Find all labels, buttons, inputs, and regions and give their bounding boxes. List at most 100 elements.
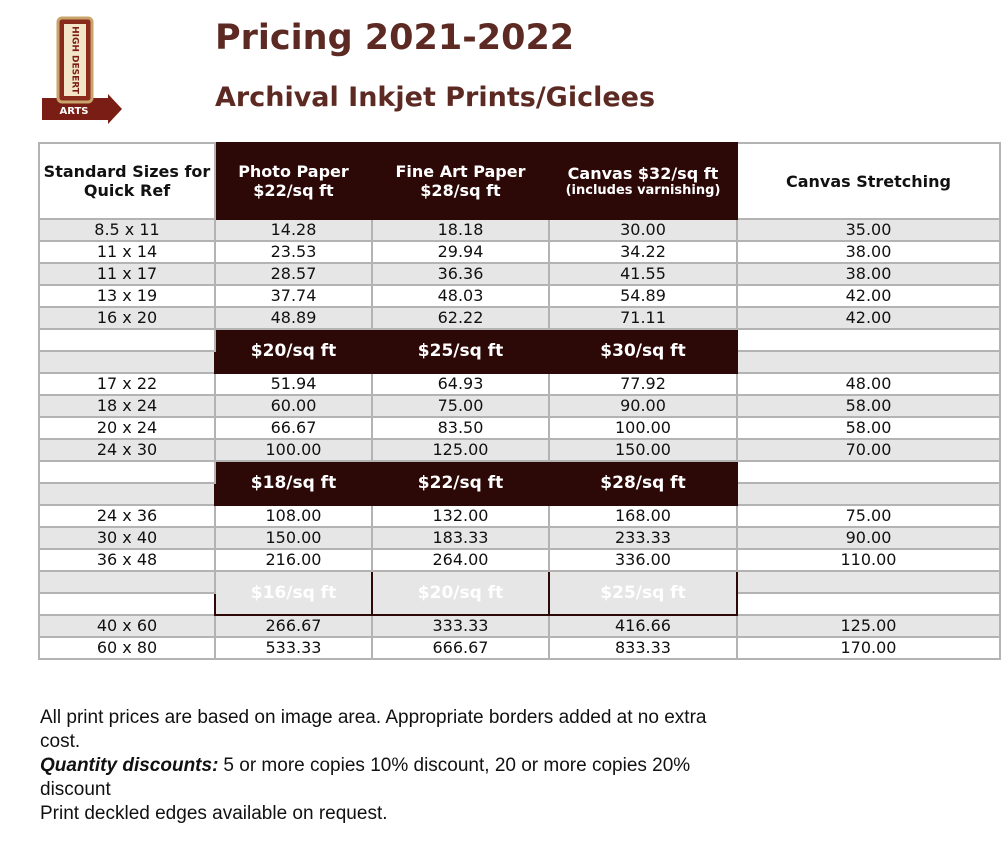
price-cell: 170.00 <box>736 636 1001 660</box>
price-table: Standard Sizes for Quick Ref Photo Paper $2… <box>38 142 1001 660</box>
price-cell: 132.00 <box>371 504 550 528</box>
empty-cell <box>736 482 1001 506</box>
price-cell: 100.00 <box>214 438 373 462</box>
header-line: Photo Paper <box>238 162 349 181</box>
rate-cell: $22/sq ft <box>371 460 550 506</box>
logo: HIGH DESERT ARTS <box>42 16 122 124</box>
price-cell: 11 x 14 <box>38 240 216 264</box>
price-cell: 20 x 24 <box>38 416 216 440</box>
header-line: Standard Sizes for <box>43 162 211 181</box>
title: Pricing 2021-2022 <box>215 18 575 58</box>
price-cell: 30 x 40 <box>38 526 216 550</box>
logo-base <box>42 98 108 120</box>
price-cell: 125.00 <box>736 614 1001 638</box>
price-row: 30 x 40 150.00 183.33 233.33 90.00 <box>38 526 1001 550</box>
price-cell: 40 x 60 <box>38 614 216 638</box>
header-cell: Photo Paper $22/sq ft <box>214 142 373 220</box>
price-row: 20 x 24 66.67 83.50 100.00 58.00 <box>38 416 1001 440</box>
empty-cell <box>38 328 216 352</box>
price-cell: 416.66 <box>548 614 738 638</box>
price-cell: 77.92 <box>548 372 738 396</box>
price-cell: 54.89 <box>548 284 738 308</box>
price-cell: 150.00 <box>214 526 373 550</box>
header-cell: Canvas Stretching <box>736 142 1001 220</box>
price-cell: 266.67 <box>214 614 373 638</box>
price-cell: 42.00 <box>736 306 1001 330</box>
price-row: 24 x 30 100.00 125.00 150.00 70.00 <box>38 438 1001 462</box>
price-cell: 233.33 <box>548 526 738 550</box>
note-text: All print prices are based on image area… <box>40 707 707 752</box>
header-line: (includes varnishing) <box>565 183 721 198</box>
price-cell: 533.33 <box>214 636 373 660</box>
price-cell: 75.00 <box>736 504 1001 528</box>
note: All print prices are based on image area… <box>40 706 750 754</box>
price-cell: 11 x 17 <box>38 262 216 286</box>
rate-cell: $20/sq ft <box>214 328 373 374</box>
header-cell: Fine Art Paper $28/sq ft <box>371 142 550 220</box>
rate-row <box>38 592 1001 616</box>
price-cell: 23.53 <box>214 240 373 264</box>
empty-cell <box>736 570 1001 594</box>
header-line: $28/sq ft <box>420 181 501 200</box>
price-cell: 13 x 19 <box>38 284 216 308</box>
price-cell: 333.33 <box>371 614 550 638</box>
price-cell: 108.00 <box>214 504 373 528</box>
price-cell: 833.33 <box>548 636 738 660</box>
header-row: Standard Sizes for Quick Ref Photo Paper $2… <box>38 142 1001 220</box>
note-emphasis: Quantity discounts: <box>40 755 219 776</box>
price-cell: 36.36 <box>371 262 550 286</box>
rate-cell: $30/sq ft <box>548 328 738 374</box>
price-row: 13 x 19 37.74 48.03 54.89 42.00 <box>38 284 1001 308</box>
empty-cell <box>38 592 216 616</box>
empty-cell <box>736 460 1001 484</box>
price-cell: 168.00 <box>548 504 738 528</box>
rate-cell: $25/sq ft <box>548 570 738 616</box>
empty-cell <box>38 350 216 374</box>
price-row: 24 x 36 108.00 132.00 168.00 75.00 <box>38 504 1001 528</box>
price-row: 36 x 48 216.00 264.00 336.00 110.00 <box>38 548 1001 572</box>
empty-cell <box>736 350 1001 374</box>
price-cell: 110.00 <box>736 548 1001 572</box>
price-cell: 150.00 <box>548 438 738 462</box>
price-cell: 66.67 <box>214 416 373 440</box>
price-cell: 42.00 <box>736 284 1001 308</box>
logo-arrow <box>108 94 122 124</box>
empty-cell <box>38 570 216 594</box>
price-cell: 666.67 <box>371 636 550 660</box>
rate-row: $20/sq ft $25/sq ft $30/sq ft <box>38 328 1001 374</box>
note-text: 5 or more copies 10% discount, 20 or mor… <box>40 755 691 800</box>
price-row: 60 x 80 533.33 666.67 833.33 170.00 <box>38 636 1001 660</box>
price-cell: 264.00 <box>371 548 550 572</box>
price-cell: 38.00 <box>736 262 1001 286</box>
logo-text: ARTS <box>59 106 88 117</box>
price-cell: 90.00 <box>736 526 1001 550</box>
rate-cell: $25/sq ft <box>371 328 550 374</box>
header-cell: Canvas $32/sq ft (includes varnishing) <box>548 142 738 220</box>
price-cell: 48.03 <box>371 284 550 308</box>
price-cell: 38.00 <box>736 240 1001 264</box>
note: Print deckled edges available on request… <box>40 802 750 826</box>
empty-cell <box>38 460 216 484</box>
price-row: 8.5 x 11 14.28 18.18 30.00 35.00 <box>38 218 1001 242</box>
price-cell: 8.5 x 11 <box>38 218 216 242</box>
price-cell: 14.28 <box>214 218 373 242</box>
empty-cell <box>736 328 1001 352</box>
price-cell: 64.93 <box>371 372 550 396</box>
price-cell: 28.57 <box>214 262 373 286</box>
price-cell: 60 x 80 <box>38 636 216 660</box>
price-cell: 71.11 <box>548 306 738 330</box>
price-cell: 36 x 48 <box>38 548 216 572</box>
price-cell: 18.18 <box>371 218 550 242</box>
header-line: Canvas $32/sq ft <box>567 164 719 183</box>
subtitle: Archival Inkjet Prints/Giclees <box>215 82 656 113</box>
price-cell: 35.00 <box>736 218 1001 242</box>
header-line: $22/sq ft <box>253 181 334 200</box>
table-body: 8.5 x 11 14.28 18.18 30.00 35.00 11 x 14 23.53… <box>38 218 1001 660</box>
header-cell: Standard Sizes for Quick Ref <box>38 142 216 220</box>
price-cell: 60.00 <box>214 394 373 418</box>
rate-row: $16/sq ft $20/sq ft $25/sq ft <box>38 570 1001 616</box>
empty-cell <box>736 592 1001 616</box>
price-cell: 336.00 <box>548 548 738 572</box>
price-cell: 29.94 <box>371 240 550 264</box>
